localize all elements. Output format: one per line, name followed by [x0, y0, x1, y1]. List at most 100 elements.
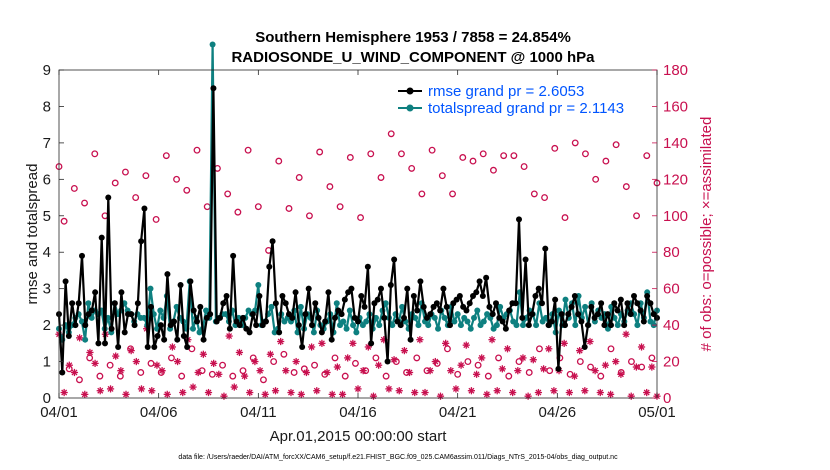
totalspread-point: [464, 318, 471, 325]
rmse-point: [190, 307, 197, 314]
assimilated-obs-point: [627, 392, 635, 400]
assimilated-obs-point: [601, 361, 610, 369]
y-tick-label: 9: [43, 62, 51, 79]
rmse-point: [404, 285, 411, 292]
assimilated-obs-point: [70, 368, 79, 377]
totalspread-point: [493, 322, 500, 329]
x-tick-label: 04/26: [539, 404, 577, 421]
possible-obs-point: [397, 150, 405, 158]
assimilated-obs-point: [395, 387, 403, 395]
rmse-point: [558, 311, 565, 318]
possible-obs-point: [316, 148, 324, 156]
rmse-point: [171, 318, 177, 325]
rmse-point: [414, 307, 421, 314]
assimilated-obs-point: [251, 357, 259, 366]
rmse-point: [341, 296, 348, 303]
totalspread-point: [415, 322, 422, 329]
rmse-point: [95, 340, 102, 347]
rmse-point: [397, 322, 404, 329]
rmse-point: [111, 300, 118, 307]
assimilated-obs-point: [117, 367, 125, 375]
rmse-point: [79, 252, 85, 259]
rmse-point: [562, 322, 568, 329]
assimilated-obs-point: [60, 388, 68, 397]
assimilated-obs-point: [622, 330, 630, 338]
rmse-point: [647, 300, 654, 307]
possible-obs-point: [587, 363, 595, 371]
possible-obs-point: [459, 154, 467, 161]
y-tick-label: 7: [43, 135, 51, 152]
rmse-point: [361, 303, 368, 310]
totalspread-point: [474, 307, 481, 314]
possible-obs-point: [208, 370, 216, 378]
rmse-point: [72, 322, 79, 329]
totalspread-point: [382, 300, 389, 307]
possible-obs-point: [495, 354, 503, 362]
assimilated-obs-point: [277, 337, 285, 346]
rmse-point: [585, 322, 591, 329]
totalspread-point: [457, 322, 464, 329]
plot-area: [55, 41, 661, 400]
rmse-point: [328, 336, 335, 343]
assimilated-obs-point: [607, 390, 615, 398]
possible-obs-point: [162, 152, 170, 160]
possible-obs-point: [219, 361, 227, 369]
rmse-point: [522, 256, 529, 263]
rmse-point: [62, 278, 69, 285]
assimilated-obs-point: [539, 365, 548, 373]
rmse-point: [197, 303, 204, 310]
rmse-point: [177, 282, 184, 289]
possible-obs-point: [382, 372, 390, 380]
assimilated-obs-point: [204, 388, 213, 397]
possible-obs-point: [193, 146, 201, 154]
possible-obs-point: [178, 372, 186, 380]
rmse-point: [82, 322, 89, 329]
rmse-point: [322, 318, 329, 325]
possible-obs-point: [311, 361, 319, 369]
totalspread-point: [572, 322, 579, 329]
y2-tick-label: 160: [663, 98, 688, 115]
assimilated-obs-point: [442, 339, 450, 347]
rmse-point: [92, 289, 99, 296]
possible-obs-point: [270, 358, 278, 366]
rmse-point: [499, 318, 506, 325]
legend-spread-marker: [406, 104, 414, 112]
assimilated-obs-point: [369, 392, 378, 400]
rmse-point: [598, 300, 605, 307]
y2-tick-label: 40: [663, 317, 680, 334]
assimilated-obs-point: [148, 387, 156, 395]
possible-obs-point: [351, 359, 359, 367]
rmse-point: [548, 318, 555, 325]
rmse-point: [493, 300, 499, 307]
assimilated-obs-point: [230, 383, 238, 391]
assimilated-obs-point: [390, 356, 398, 364]
possible-obs-point: [96, 372, 104, 380]
possible-obs-point: [280, 350, 288, 358]
assimilated-obs-point: [498, 365, 506, 373]
totalspread-point: [425, 322, 432, 329]
possible-obs-point: [121, 168, 129, 176]
rmse-point: [627, 311, 634, 318]
rmse-point: [578, 318, 585, 325]
assimilated-obs-point: [411, 388, 419, 397]
rmse-point: [174, 336, 181, 343]
assimilated-obs-point: [240, 372, 249, 380]
assimilated-obs-point: [452, 385, 460, 393]
assimilated-obs-point: [308, 343, 316, 351]
assimilated-obs-point: [112, 352, 120, 360]
rmse-point: [355, 318, 361, 325]
assimilated-obs-point: [318, 339, 326, 347]
y-tick-label: 4: [43, 244, 51, 261]
totalspread-point: [333, 300, 340, 307]
rmse-point: [272, 300, 279, 307]
rmse-point: [529, 311, 536, 318]
rmse-point: [384, 358, 391, 365]
possible-obs-point: [474, 361, 482, 369]
totalspread-point: [467, 325, 474, 332]
possible-obs-point: [571, 139, 579, 147]
possible-obs-point: [479, 150, 487, 158]
rmse-point: [608, 322, 614, 329]
assimilated-obs-point: [637, 343, 646, 351]
rmse-point: [594, 311, 601, 318]
rmse-point: [486, 303, 493, 310]
